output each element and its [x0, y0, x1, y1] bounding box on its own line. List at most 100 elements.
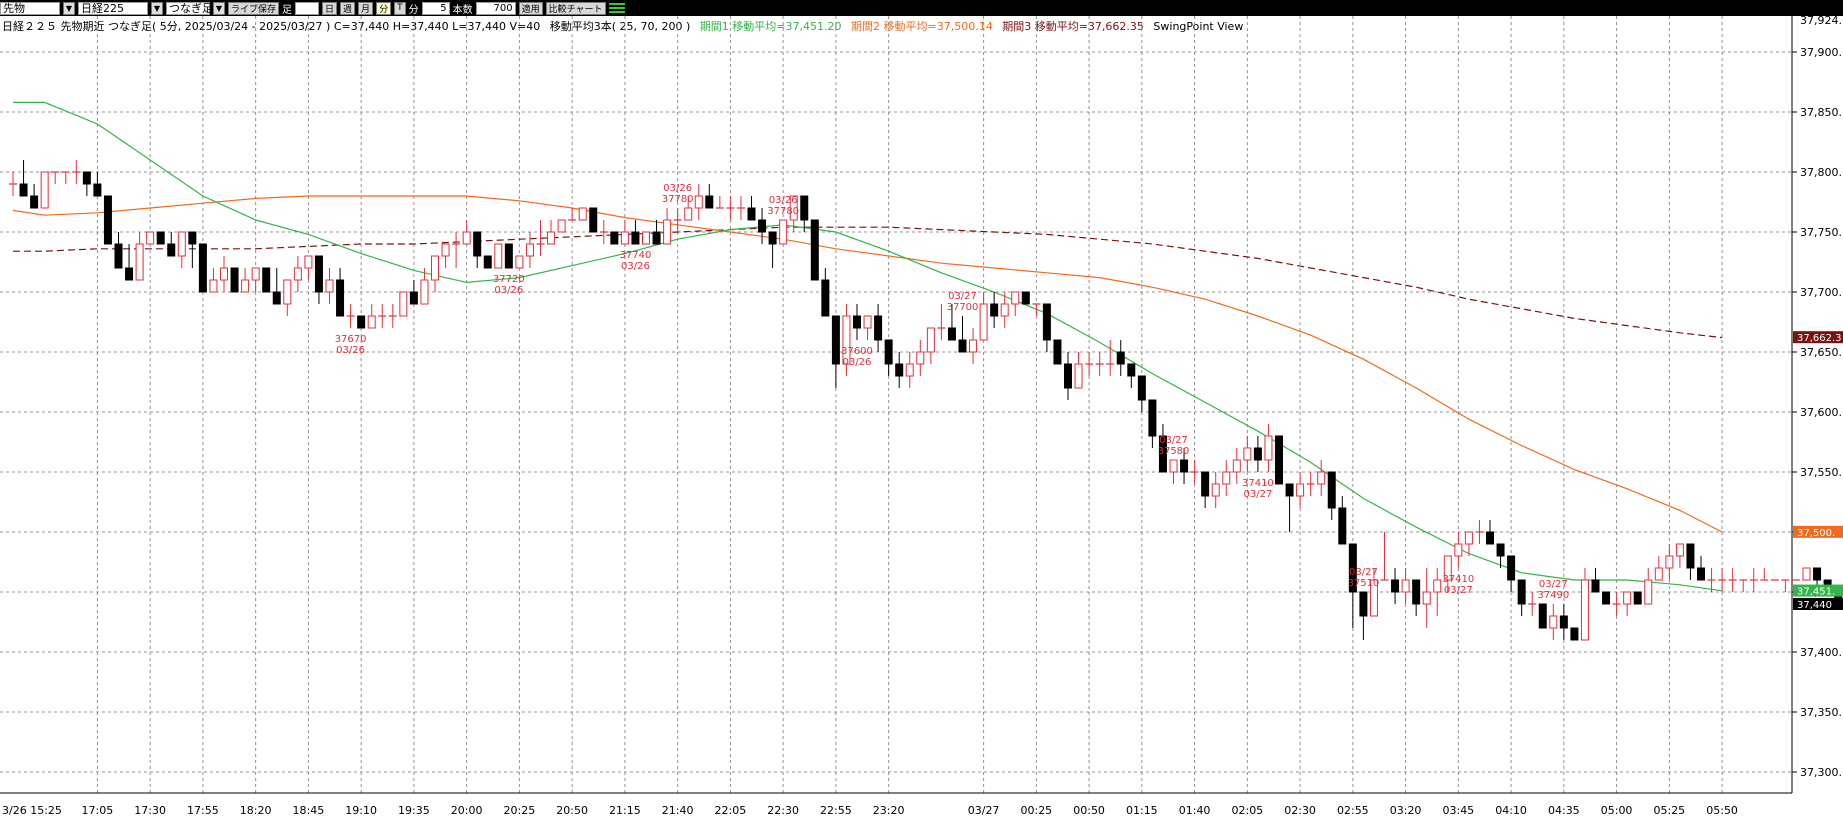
candle-body: [367, 315, 376, 329]
candle-body: [209, 279, 218, 293]
indicator-icon[interactable]: [608, 2, 625, 15]
candle-body: [842, 315, 851, 365]
live-save-button[interactable]: ライブ保存: [228, 1, 280, 15]
x-tick-label: 01:15: [1126, 804, 1158, 817]
x-tick-label: 20:25: [504, 804, 536, 817]
chevron-down-icon[interactable]: ▼: [63, 1, 75, 15]
swing-date-label: 03/26: [663, 183, 692, 194]
candle-body: [958, 339, 967, 353]
chevron-down-icon[interactable]: ▼: [213, 1, 225, 15]
x-tick-label: 04:35: [1548, 804, 1580, 817]
candle-body: [1064, 363, 1072, 389]
ma70-line: [12, 195, 1723, 533]
candle-body: [620, 231, 629, 245]
candle-body: [188, 231, 197, 245]
market-select[interactable]: 先物: [0, 1, 60, 15]
y-tick-label: 37,350.: [1800, 706, 1842, 719]
candle-body: [1021, 291, 1030, 305]
swing-price-label: 37490: [1537, 590, 1569, 601]
y-tick-label: 37,850.: [1800, 106, 1842, 119]
candle-body: [1338, 507, 1347, 545]
candle-body: [40, 171, 49, 209]
contract-select[interactable]: つなぎ足: [166, 1, 213, 15]
candle-body: [283, 279, 292, 305]
value-marker: [1793, 525, 1843, 538]
minute-input[interactable]: 5: [421, 1, 450, 15]
period-minute-button[interactable]: 分: [376, 1, 392, 15]
candle-body: [1232, 459, 1241, 473]
candle-body: [525, 243, 534, 257]
market-value: 先物: [3, 2, 25, 15]
period-week-button[interactable]: 週: [340, 1, 356, 15]
candle-body: [1042, 303, 1051, 341]
candle-body: [1633, 591, 1642, 605]
candle-body: [272, 291, 281, 305]
candle-body: [251, 267, 260, 281]
candle-body: [578, 207, 587, 221]
compare-chart-button[interactable]: 比較チャート: [545, 1, 606, 15]
candle-body: [336, 279, 345, 317]
candle-body: [1559, 615, 1568, 629]
candle-body: [821, 279, 830, 317]
swing-date-label: 03/27: [1159, 435, 1188, 446]
x-tick-label: 02:05: [1231, 804, 1263, 817]
period-tick-button[interactable]: T: [394, 1, 406, 15]
count-label: 本数: [452, 4, 473, 16]
candle-body: [1169, 459, 1178, 473]
swing-price-label: 37600: [841, 346, 873, 357]
bar-label: 足: [282, 4, 293, 16]
candle-body: [979, 303, 988, 341]
candle-body: [1296, 483, 1305, 497]
x-tick-label: 17:30: [134, 804, 166, 817]
x-tick-label: 18:20: [240, 804, 272, 817]
candle-body: [262, 267, 271, 293]
x-tick-label: 20:00: [451, 804, 483, 817]
candle-body: [831, 315, 840, 365]
contract-value: つなぎ足: [169, 2, 213, 15]
candle-body: [1180, 459, 1189, 473]
swing-date-label: 03/27: [1539, 579, 1568, 590]
tick-input[interactable]: [295, 1, 320, 15]
candle-body: [1401, 579, 1410, 593]
candle-body: [547, 231, 556, 245]
candle-body: [1127, 363, 1136, 377]
x-start-label: 3/26 15:25: [2, 804, 62, 817]
candle-body: [473, 231, 482, 257]
candle-body: [304, 255, 313, 269]
candle-body: [631, 231, 640, 245]
candle-body: [1591, 579, 1600, 593]
swing-date-label: 03/26: [843, 357, 872, 368]
candle-body: [1158, 435, 1167, 473]
chevron-down-icon[interactable]: ▼: [151, 1, 163, 15]
candle-body: [114, 243, 123, 269]
y-top-label: 37,924.: [1800, 14, 1842, 27]
candle-body: [483, 255, 492, 269]
swing-price-label: 37510: [1347, 578, 1379, 589]
value-marker: [1793, 584, 1843, 597]
x-tick-label: 02:55: [1337, 804, 1369, 817]
period-day-button[interactable]: 日: [322, 1, 338, 15]
candle-body: [1654, 567, 1663, 581]
period-month-button[interactable]: 月: [358, 1, 374, 15]
candle-body: [969, 339, 978, 353]
candle-body: [1580, 579, 1589, 641]
count-input[interactable]: 700: [475, 1, 516, 15]
y-tick-label: 37,400.: [1800, 646, 1842, 659]
candle-body: [1327, 471, 1336, 509]
y-tick-label: 37,600.: [1800, 406, 1842, 419]
candle-body: [1496, 543, 1505, 557]
candle-body: [884, 339, 893, 365]
ma1-value: 期間1 移動平均=37,451.20: [699, 20, 842, 33]
candle-body: [642, 231, 650, 245]
apply-button[interactable]: 適用: [518, 1, 543, 15]
candle-body: [1348, 543, 1357, 593]
candle-body: [1243, 447, 1252, 461]
chart-title: 日経２２５ 先物期近 つなぎ足( 5分, 2025/03/24 - 2025/0…: [2, 20, 541, 33]
x-tick-label: 03:20: [1390, 804, 1422, 817]
y-tick-label: 37,900.: [1800, 46, 1842, 59]
candle-body: [504, 243, 513, 269]
candle-body: [156, 231, 165, 245]
value-marker: [1793, 598, 1843, 610]
instrument-select[interactable]: 日経225: [78, 1, 148, 15]
